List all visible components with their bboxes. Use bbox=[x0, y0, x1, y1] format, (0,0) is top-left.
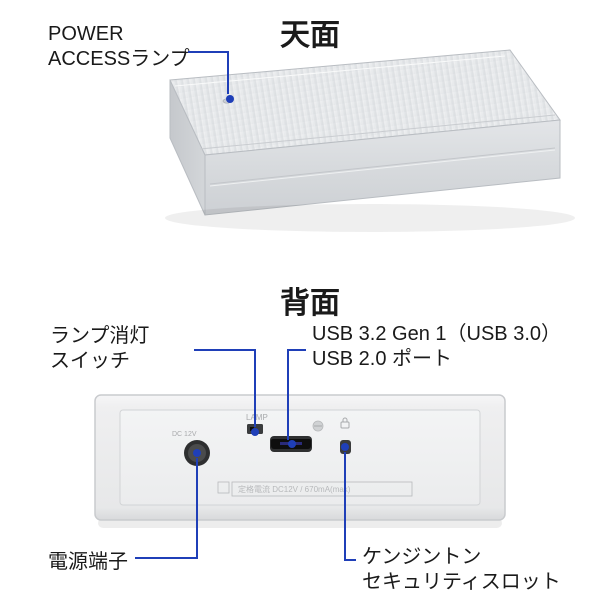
callout-line1: POWER bbox=[48, 22, 190, 47]
callout-power-jack: 電源端子 bbox=[48, 550, 128, 575]
lamp-switch bbox=[247, 424, 263, 434]
callout-lamp-off-switch: ランプ消灯 スイッチ bbox=[50, 324, 149, 374]
callout-line2: スイッチ bbox=[50, 349, 149, 374]
callout-kensington: ケンジントン セキュリティスロット bbox=[362, 545, 561, 595]
callout-line1: 電源端子 bbox=[48, 550, 128, 575]
led-indicator bbox=[223, 99, 231, 103]
ratings-text: 定格電流 DC12V / 670mA(max) bbox=[238, 484, 351, 494]
lamp-label: LAMP bbox=[246, 413, 268, 422]
callout-line1: ランプ消灯 bbox=[50, 324, 149, 349]
callout-usb-port: USB 3.2 Gen 1（USB 3.0） USB 2.0 ポート bbox=[312, 322, 561, 372]
callout-power-access: POWER ACCESSランプ bbox=[48, 22, 190, 72]
callout-line1: ケンジントン bbox=[362, 545, 561, 570]
callout-line2: USB 2.0 ポート bbox=[312, 347, 561, 372]
callout-line1: USB 3.2 Gen 1（USB 3.0） bbox=[312, 322, 561, 347]
callout-line2: ACCESSランプ bbox=[48, 47, 190, 72]
callout-line2: セキュリティスロット bbox=[362, 570, 561, 595]
dc-label: DC 12V bbox=[172, 431, 197, 438]
